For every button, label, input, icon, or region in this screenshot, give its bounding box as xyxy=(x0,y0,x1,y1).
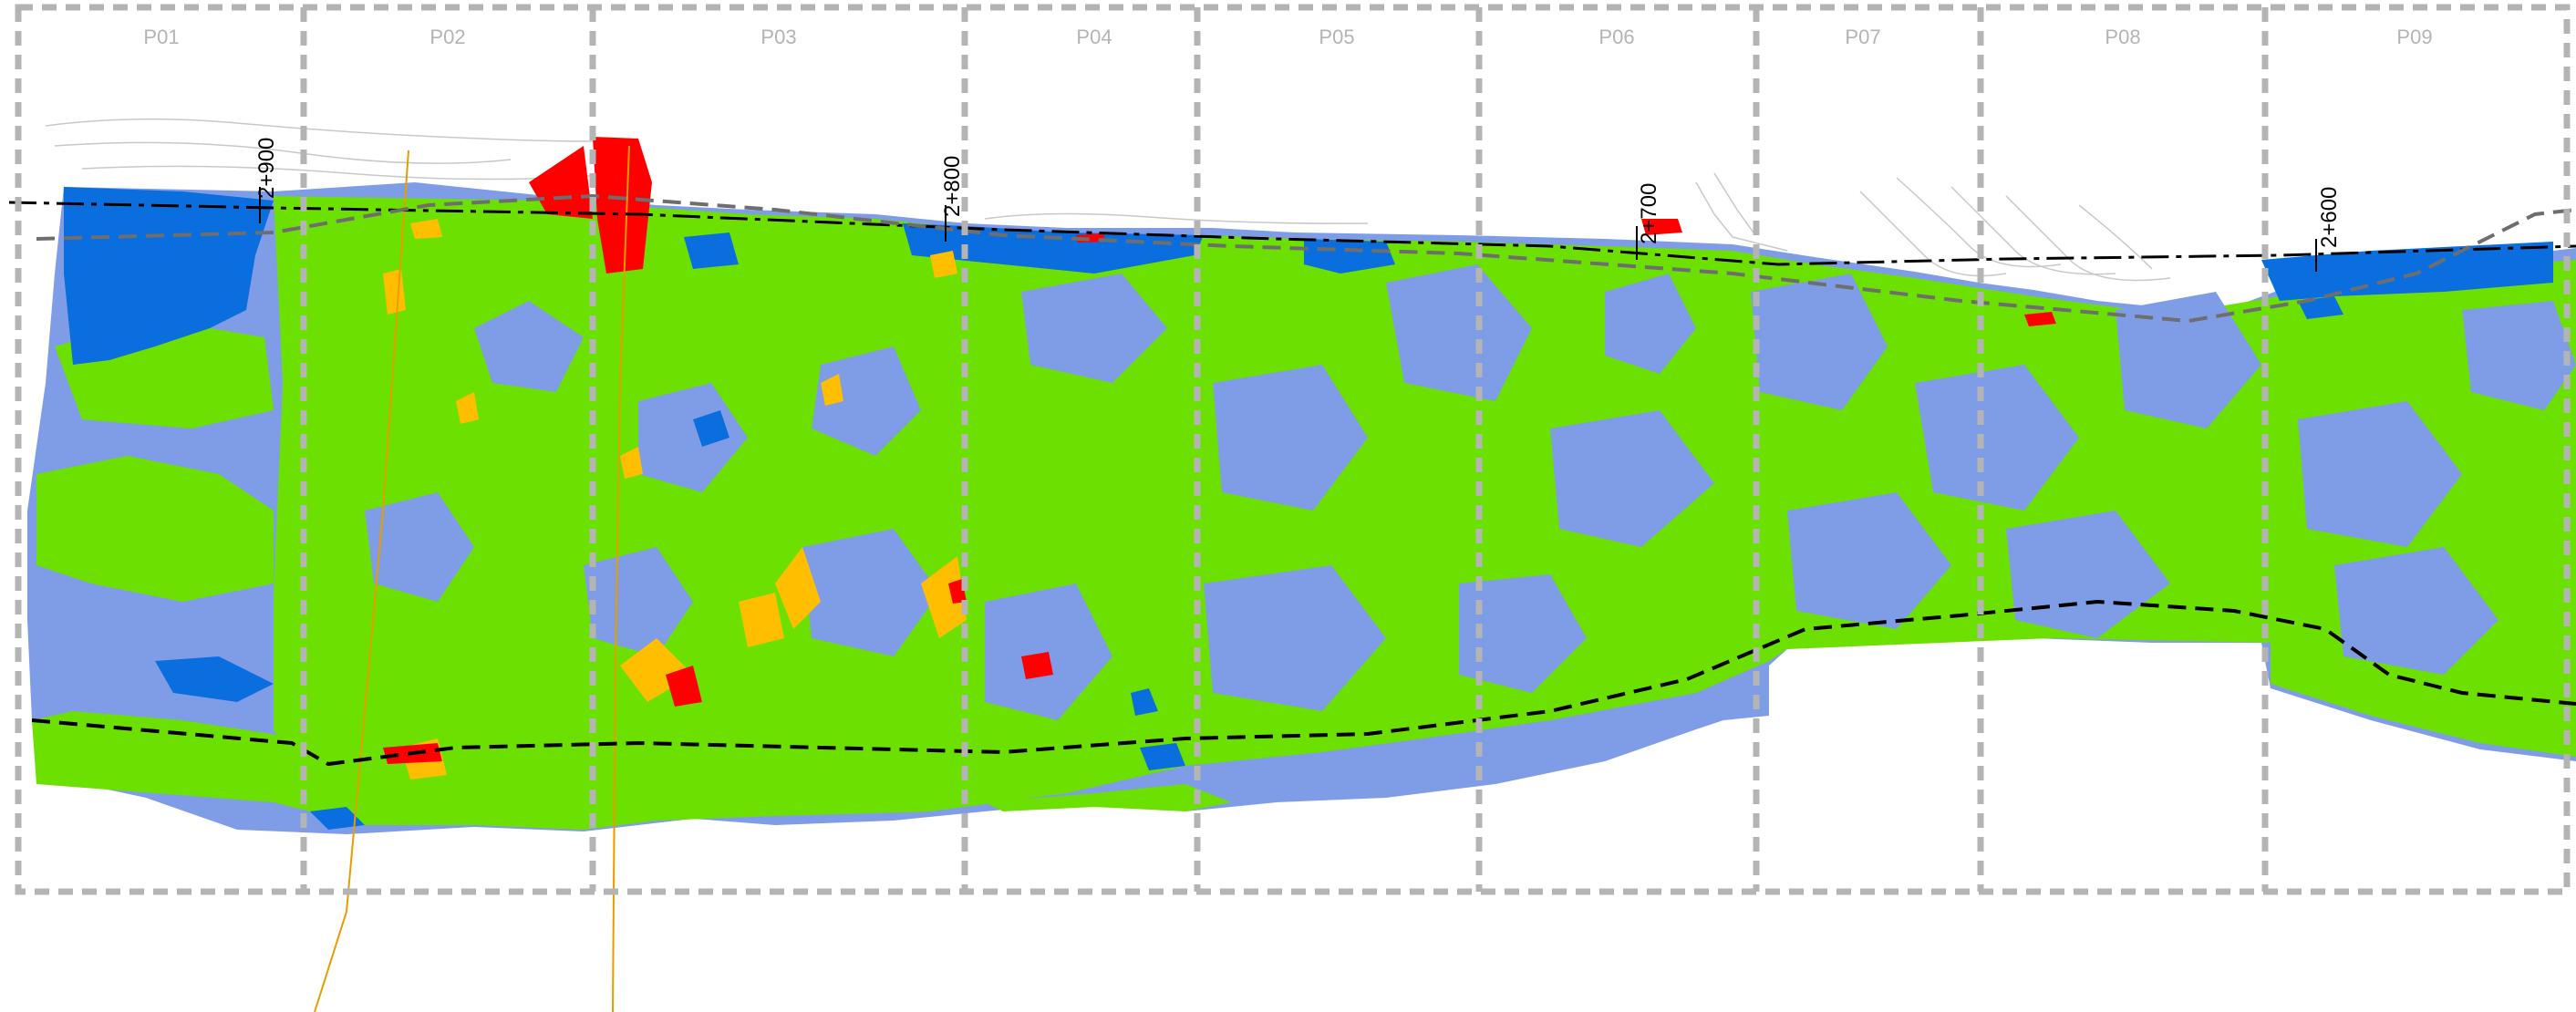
panel-label-p07: P07 xyxy=(1845,26,1880,48)
reference-dashed-line xyxy=(36,193,2576,324)
panel-label-p09: P09 xyxy=(2396,26,2432,48)
chainage-label-2700: 2+700 xyxy=(1637,183,1661,244)
red-zones xyxy=(383,137,2056,764)
panel-label-p01: P01 xyxy=(143,26,179,48)
panel-frames xyxy=(15,4,2571,895)
chainage-label-2800: 2+800 xyxy=(940,156,965,217)
panel-label-p05: P05 xyxy=(1319,26,1354,48)
panel-label-p02: P02 xyxy=(429,26,465,48)
dark-blue-zones xyxy=(64,187,2553,830)
boundary-line xyxy=(8,201,2576,266)
panel-label-p06: P06 xyxy=(1598,26,1634,48)
panel-label-p04: P04 xyxy=(1076,26,1112,48)
orange-zones xyxy=(383,219,967,780)
panel-label-p03: P03 xyxy=(760,26,796,48)
panel-labels: P01 P02 P03 P04 P05 P06 P07 P08 P09 xyxy=(143,26,2432,48)
chainage-label-2900: 2+900 xyxy=(254,138,279,199)
panel-label-p08: P08 xyxy=(2105,26,2140,48)
chainage-label-2600: 2+600 xyxy=(2317,187,2342,248)
chainage-markers: 2+900 2+800 2+700 2+600 xyxy=(254,138,2342,272)
survey-lines xyxy=(314,145,630,1012)
